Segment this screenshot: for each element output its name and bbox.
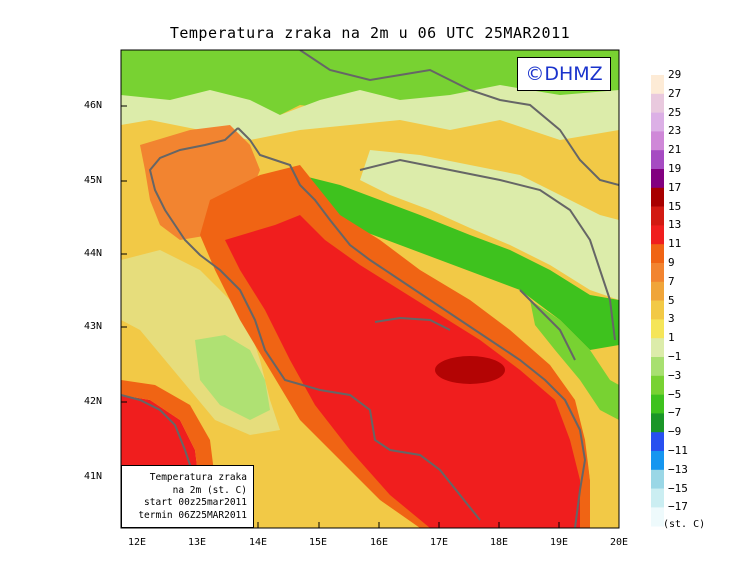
legend-label: −13 [668, 462, 688, 476]
legend-label: −11 [668, 444, 688, 457]
coastlines [121, 50, 619, 528]
legend-label: −15 [668, 481, 688, 495]
info-box: Temperatura zraka na 2m (st. C) start 00… [121, 465, 254, 528]
legend-label: 15 [668, 199, 682, 213]
lon-tick-label: 17E [430, 537, 449, 548]
legend-label: −9 [668, 425, 682, 439]
lon-tick-label: 18E [490, 537, 509, 548]
legend-unit: (st. C) [663, 519, 706, 530]
info-line-termin: termin 06Z25MAR2011 [138, 509, 247, 521]
plot-frame [120, 49, 620, 529]
legend-label: 9 [668, 256, 675, 269]
map-title: Temperatura zraka na 2m u 06 UTC 25MAR20… [169, 24, 571, 42]
legend-label: 5 [668, 293, 675, 307]
legend-label: 1 [668, 331, 675, 345]
lat-tick-label: 42N [84, 396, 103, 407]
info-line-start: start 00z25mar2011 [144, 497, 247, 508]
temperature-field [121, 50, 619, 528]
legend-label: −3 [668, 368, 682, 382]
legend-label: 17 [668, 180, 682, 194]
dhmz-logo: ©DHMZ [517, 57, 611, 91]
legend-label: 29 [668, 68, 682, 81]
legend-label: 13 [668, 218, 682, 232]
legend-label: 19 [668, 162, 682, 175]
field-italy-pale [121, 250, 280, 435]
lat-tick-label: 41N [84, 471, 103, 482]
field-tyrrhenian-orange [121, 380, 218, 528]
legend-label: 21 [668, 143, 682, 157]
lon-tick-label: 13E [188, 537, 207, 548]
legend-label: −7 [668, 406, 682, 420]
lat-tick-label: 43N [84, 321, 103, 332]
legend-label: 7 [668, 274, 675, 288]
lat-tick-label: 44N [84, 248, 103, 259]
legend-label: 23 [668, 124, 682, 138]
field-hot-spot [435, 356, 505, 384]
lon-tick-label: 16E [370, 537, 389, 548]
lon-tick-label: 12E [128, 537, 147, 548]
lat-tick-label: 45N [84, 175, 103, 186]
legend-label: 3 [668, 312, 675, 326]
lat-tick-label: 46N [84, 100, 103, 111]
legend-label: 25 [668, 105, 682, 119]
legend-label: −1 [668, 350, 682, 363]
legend-label: −17 [668, 500, 688, 514]
legend-label: 11 [668, 237, 682, 251]
legend-label: −5 [668, 387, 682, 401]
lon-tick-label: 20E [610, 537, 629, 548]
info-line-variable: Temperatura zraka [149, 472, 247, 483]
field-bosnia-pale [360, 150, 619, 300]
field-adriatic-red [225, 215, 580, 528]
lon-tick-label: 19E [550, 537, 569, 548]
field-se-yellow [585, 420, 619, 528]
info-line-unit: na 2m (st. C) [172, 484, 247, 496]
field-dinaric-green [300, 175, 619, 350]
lon-tick-label: 15E [309, 537, 328, 548]
lon-tick-label: 14E [249, 537, 268, 548]
legend-label: 27 [668, 86, 682, 100]
